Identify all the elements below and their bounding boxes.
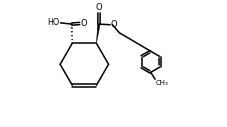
Text: HO: HO [48, 18, 60, 27]
Text: CH₃: CH₃ [156, 80, 168, 86]
Text: O: O [111, 20, 118, 29]
Polygon shape [96, 24, 100, 43]
Text: O: O [96, 3, 103, 12]
Text: O: O [81, 19, 87, 28]
